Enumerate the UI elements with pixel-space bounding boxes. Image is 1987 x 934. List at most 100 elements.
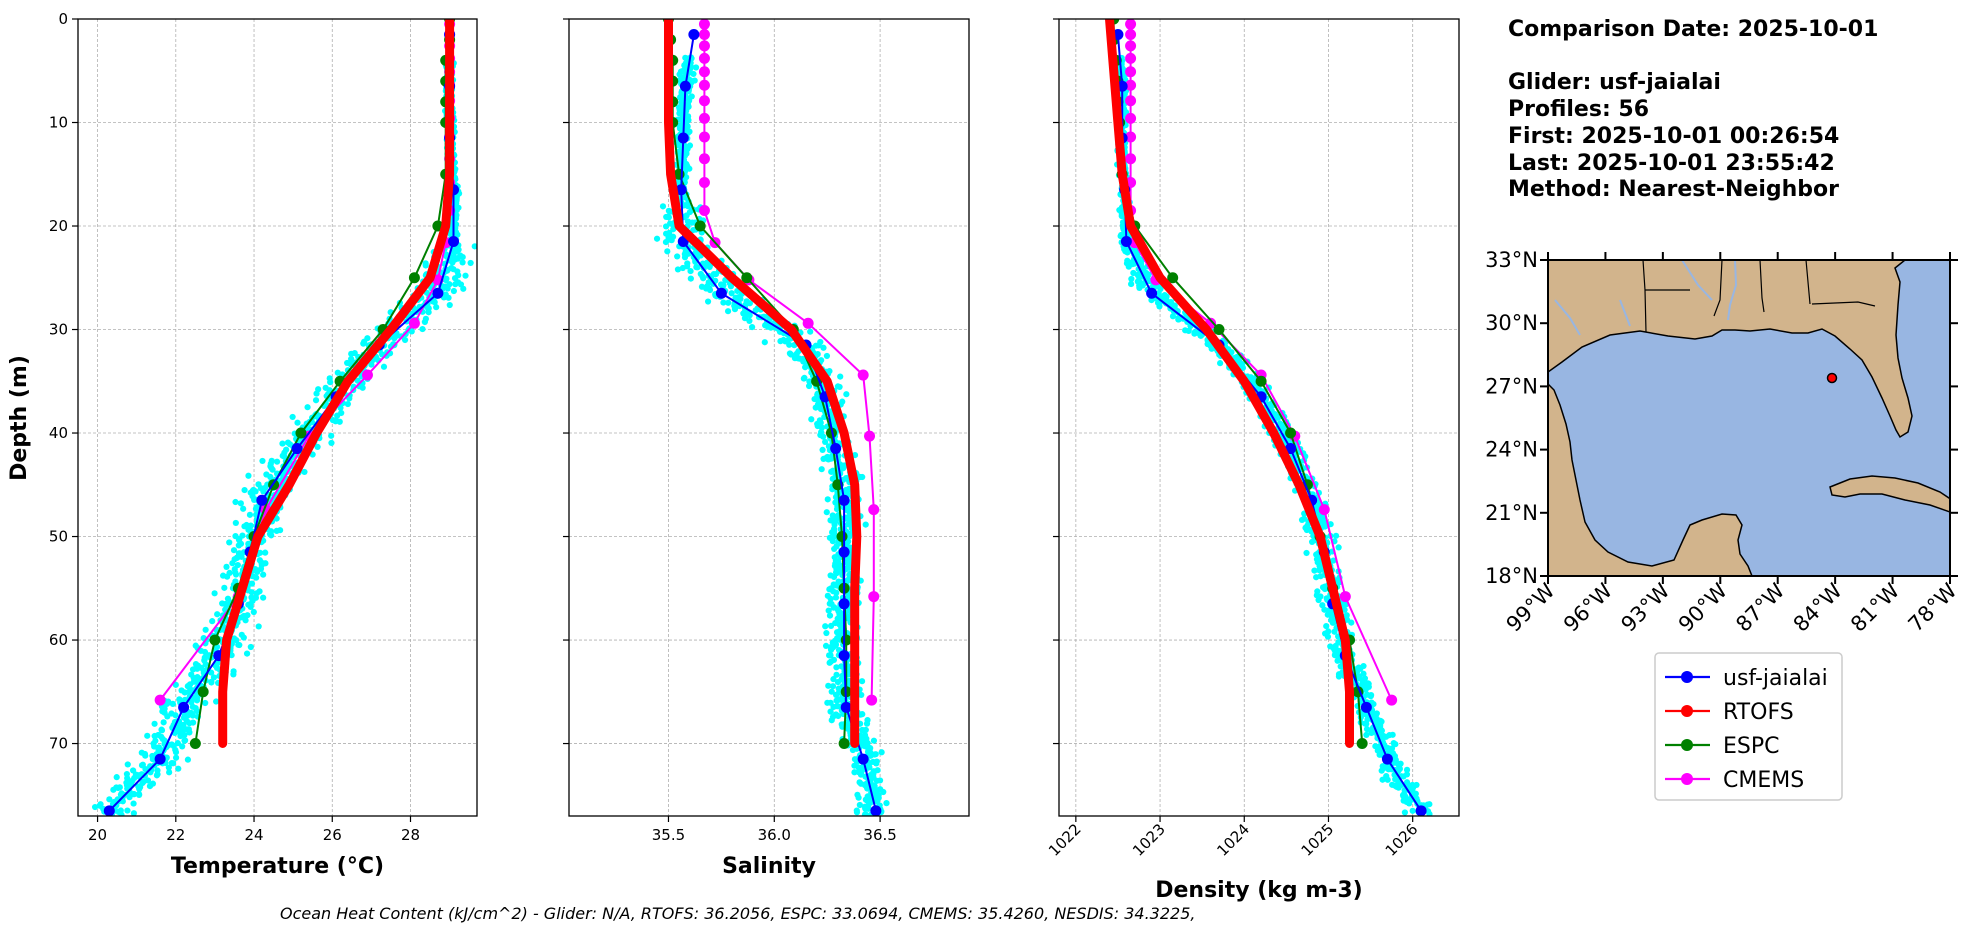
raw-point [1185, 327, 1192, 335]
raw-point [1197, 332, 1204, 339]
raw-point [115, 784, 122, 792]
raw-point [807, 328, 814, 335]
raw-point [1363, 731, 1370, 738]
raw-point [819, 446, 826, 453]
series-marker [868, 591, 880, 603]
raw-point [1329, 619, 1336, 626]
x-tick-label: 28 [401, 826, 420, 844]
raw-point [314, 443, 321, 450]
raw-point [1362, 720, 1369, 727]
raw-point [1343, 612, 1350, 619]
raw-point [687, 267, 694, 275]
raw-point [704, 283, 711, 290]
raw-point [192, 642, 199, 649]
raw-point [455, 272, 462, 279]
raw-point [471, 243, 477, 250]
x-tick-label: 35.5 [652, 826, 685, 844]
raw-point [338, 409, 345, 417]
series-marker [870, 805, 882, 816]
raw-point [1362, 686, 1369, 693]
raw-point [764, 323, 772, 330]
raw-point [1394, 782, 1401, 790]
raw-point [833, 664, 840, 671]
raw-point [1368, 729, 1375, 737]
raw-point [91, 803, 99, 811]
raw-point [825, 682, 832, 689]
raw-point [180, 714, 188, 721]
raw-point [451, 248, 458, 256]
raw-point [160, 719, 167, 726]
x-tick-label: 24 [244, 826, 263, 844]
raw-point [727, 283, 735, 290]
raw-point [832, 499, 839, 506]
raw-point [829, 538, 836, 545]
raw-point [421, 318, 428, 326]
x-tick-label: 1023 [1129, 820, 1169, 860]
raw-point [873, 760, 880, 767]
raw-point [1409, 807, 1416, 814]
raw-point [829, 683, 837, 690]
series-marker [679, 80, 691, 92]
y-ticks [563, 18, 569, 745]
panel-2: 35.5 36.0 36.5 Salinity [563, 18, 970, 879]
raw-point [175, 765, 182, 772]
raw-point [1317, 573, 1324, 580]
raw-point [832, 594, 840, 601]
raw-point [313, 390, 320, 397]
series-marker [741, 272, 753, 284]
raw-point [820, 455, 827, 463]
raw-point [1406, 800, 1413, 807]
raw-point [118, 811, 125, 816]
raw-point [831, 545, 838, 553]
raw-point [674, 253, 681, 260]
raw-point [467, 259, 474, 267]
series-marker [1125, 131, 1137, 143]
raw-point [1324, 633, 1332, 640]
series-marker [675, 184, 687, 196]
raw-point [135, 791, 143, 798]
raw-point [737, 295, 744, 302]
series-marker [1146, 287, 1158, 299]
raw-point [697, 270, 704, 278]
raw-point [130, 810, 137, 816]
raw-point [1335, 673, 1343, 680]
raw-point [855, 794, 862, 801]
y-tick-label: 60 [49, 631, 68, 649]
raw-point [817, 405, 825, 413]
series-marker [256, 494, 268, 506]
raw-point [422, 262, 429, 269]
raw-point [1383, 733, 1390, 740]
legend-marker [1681, 739, 1693, 751]
map-frame [1547, 259, 1951, 577]
series-marker [857, 753, 869, 765]
y-ticks: 0 10 20 30 40 50 60 70 [49, 10, 78, 753]
raw-point [827, 517, 834, 524]
raw-point [243, 650, 251, 657]
x-axis-label: Salinity [722, 854, 816, 879]
series-marker [1125, 95, 1137, 107]
raw-point [862, 796, 869, 803]
legend-marker [1681, 671, 1693, 683]
raw-point [189, 703, 196, 710]
series-marker [1339, 591, 1351, 603]
raw-point [662, 238, 670, 246]
series-marker [868, 504, 880, 516]
series-marker [715, 287, 727, 299]
raw-point [165, 764, 172, 771]
series-line [108, 33, 455, 812]
raw-point [845, 607, 852, 614]
raw-point [202, 626, 209, 633]
raw-point [294, 419, 301, 426]
raw-point [433, 304, 440, 311]
raw-point [843, 391, 850, 398]
raw-point [828, 468, 835, 475]
raw-point [254, 568, 261, 575]
raw-point [419, 325, 426, 333]
raw-point [235, 550, 243, 557]
raw-point [863, 783, 870, 791]
raw-point [835, 712, 842, 720]
series-marker [864, 430, 876, 442]
series-line [194, 19, 451, 745]
raw-point [731, 306, 739, 313]
raw-point [141, 750, 149, 758]
